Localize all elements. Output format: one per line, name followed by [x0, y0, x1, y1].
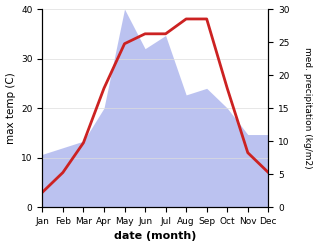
X-axis label: date (month): date (month) — [114, 231, 197, 242]
Y-axis label: max temp (C): max temp (C) — [5, 72, 16, 144]
Y-axis label: med. precipitation (kg/m2): med. precipitation (kg/m2) — [303, 47, 313, 169]
